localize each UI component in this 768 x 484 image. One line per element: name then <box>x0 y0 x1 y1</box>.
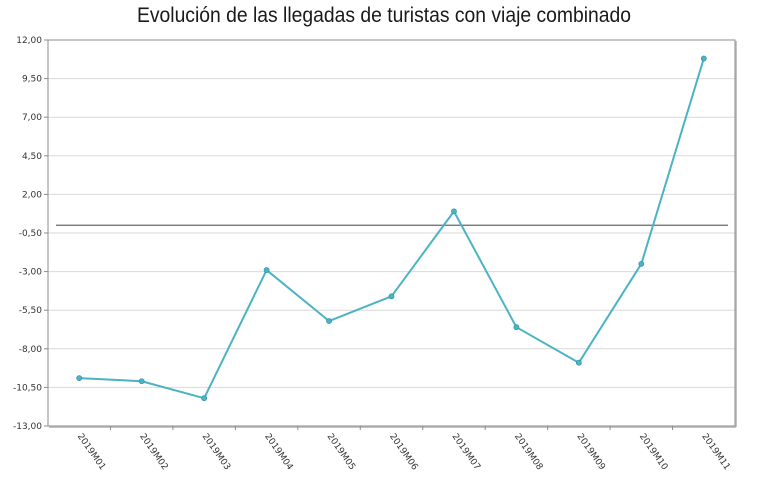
data-point <box>700 55 707 62</box>
y-tick-label: -3,00 <box>19 268 43 278</box>
x-tick-label: 2019M07 <box>449 432 481 472</box>
series-line <box>79 58 705 400</box>
data-point <box>201 395 208 402</box>
y-tick-label: 2,00 <box>22 190 42 200</box>
chart-title: Evolución de las llegadas de turistas co… <box>136 4 632 27</box>
y-tick-label: -10,50 <box>13 383 42 393</box>
x-tick-label: 2019M03 <box>200 432 232 472</box>
x-axis-ticks: 2019M01 2019M02 2019M03 2019M04 2019M05 2019M… <box>75 426 732 472</box>
x-tick-label: 2019M11 <box>699 432 731 472</box>
data-point <box>263 267 270 273</box>
series-layer <box>76 55 707 402</box>
x-tick-label: 2019M01 <box>75 432 107 472</box>
y-tick-label: 12,00 <box>16 36 42 46</box>
y-axis-ticks: 12,00 9,50 7,00 4,50 2,00 -0,50 -3,00 -5,50 -8,0… <box>13 36 48 432</box>
y-tick-label: -13,00 <box>13 422 42 432</box>
y-tick-label: -0,50 <box>19 229 43 239</box>
data-point <box>638 260 645 267</box>
x-tick-label: 2019M06 <box>387 432 420 472</box>
gridlines <box>48 78 735 388</box>
y-tick-label: 4,50 <box>22 152 42 162</box>
y-tick-label: 9,50 <box>22 75 42 85</box>
data-point <box>575 359 582 366</box>
data-point <box>76 375 83 382</box>
data-point <box>388 293 395 300</box>
y-tick-label: -8,00 <box>19 345 43 355</box>
data-point <box>513 324 520 331</box>
y-tick-label: -5,50 <box>19 306 43 316</box>
data-point <box>451 208 457 215</box>
axes <box>47 39 737 428</box>
x-tick-label: 2019M02 <box>137 432 169 472</box>
x-tick-label: 2019M10 <box>637 432 670 472</box>
data-point <box>138 378 145 385</box>
x-tick-label: 2019M04 <box>262 432 295 472</box>
y-tick-label: 7,00 <box>22 113 42 123</box>
x-tick-label: 2019M09 <box>574 432 607 472</box>
x-tick-label: 2019M05 <box>325 432 357 472</box>
x-tick-label: 2019M08 <box>512 432 545 472</box>
data-point <box>326 318 332 324</box>
